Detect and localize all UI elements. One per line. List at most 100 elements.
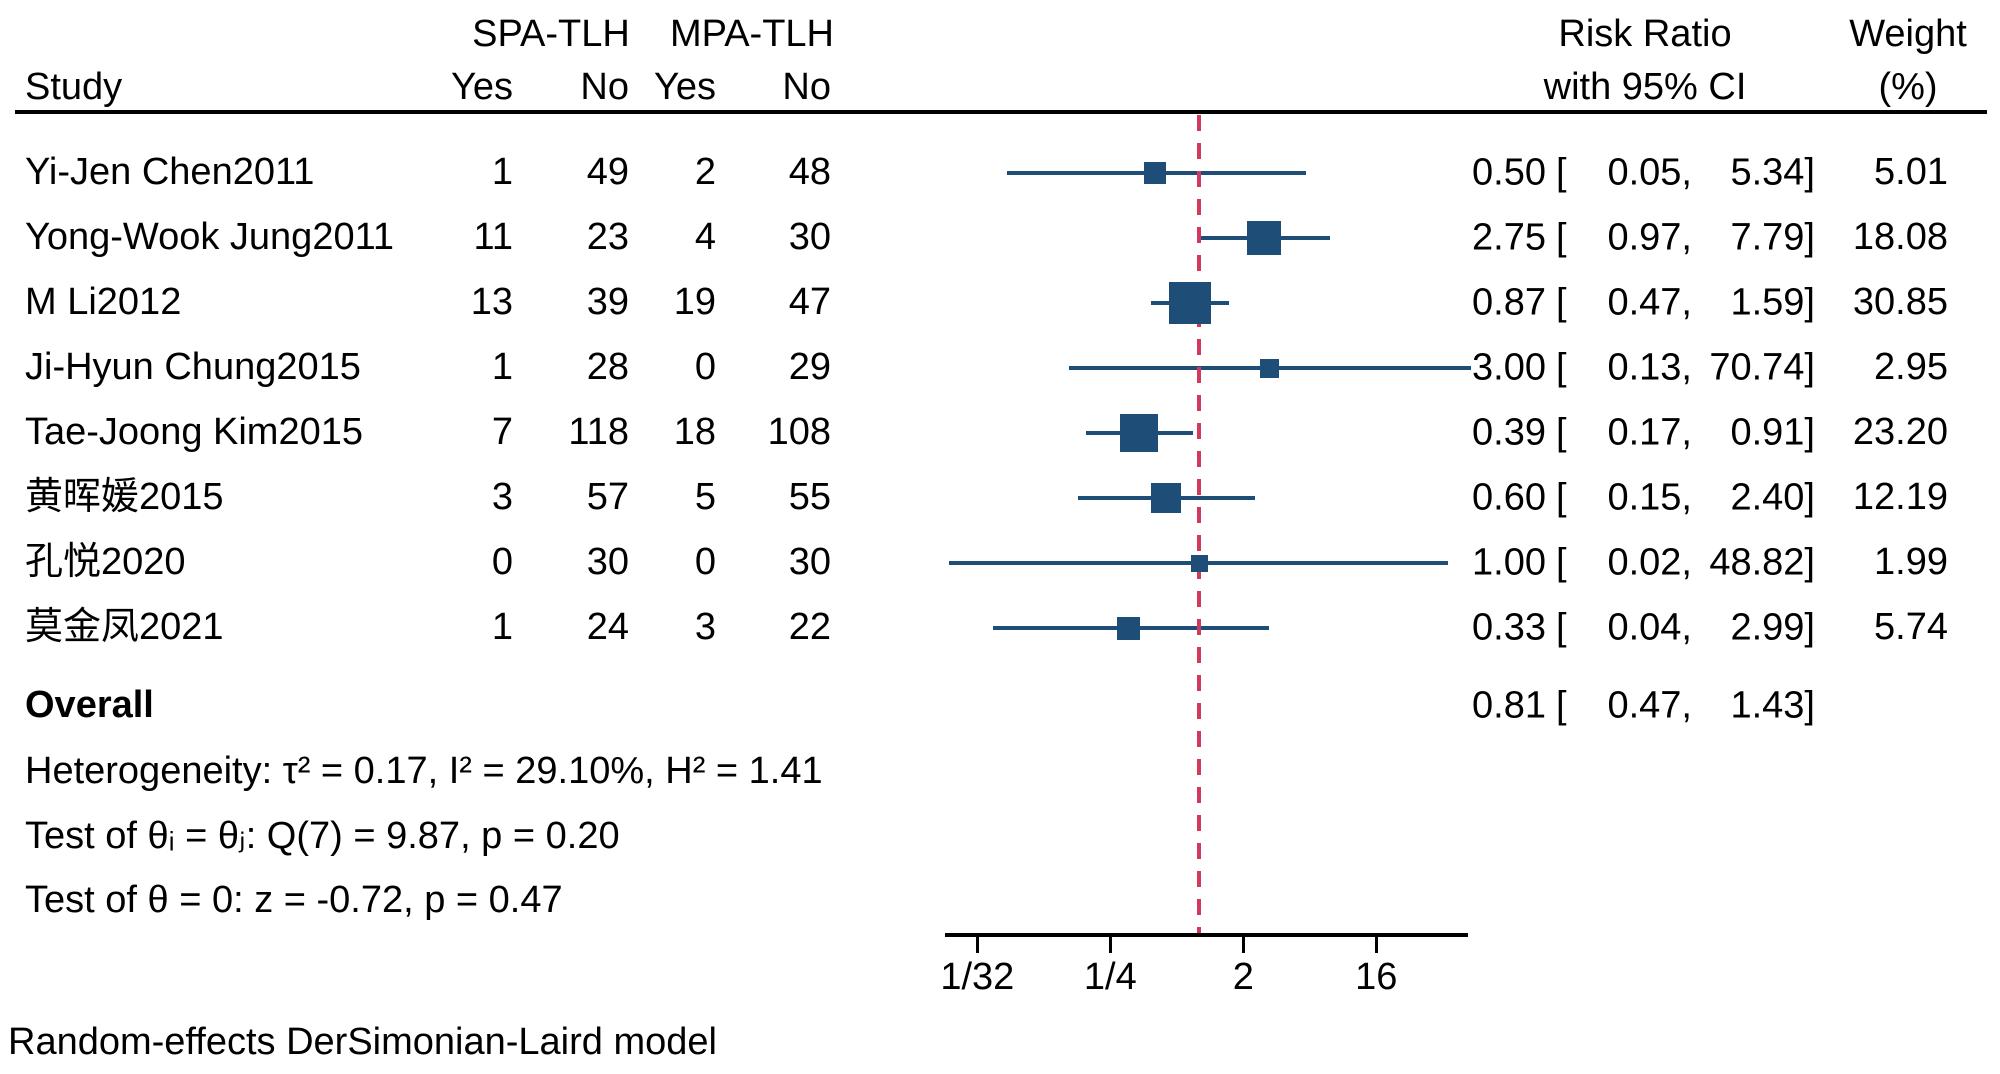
x-axis-tick-label: 1/32 [940,956,1015,999]
effect-estimate: 2.75 [1472,216,1546,259]
count-cell: 3 [491,476,513,519]
ci-open-bracket: [ [1556,281,1567,324]
effect-square [1119,414,1158,452]
header-divider [15,110,1987,114]
ci-upper: 1.59] [1730,281,1815,324]
ci-upper: 2.40] [1730,476,1815,519]
null-reference-line [1197,115,1201,935]
effect-square [1143,162,1166,184]
study-name: 莫金凤2021 [25,606,224,649]
x-axis-tick [1374,935,1378,953]
ci-lower: 0.13, [1607,346,1692,389]
column-header-study: Study [25,66,123,109]
column-header-mpa-no: No [782,66,831,109]
column-header-mpa-yes: Yes [654,66,716,109]
study-name: Yong-Wook Jung2011 [25,216,395,259]
ci-lower: 0.97, [1607,216,1692,259]
ci-open-bracket: [ [1556,346,1567,389]
count-cell: 1 [491,151,513,194]
effect-estimate: 0.33 [1472,606,1546,649]
count-cell: 57 [586,476,629,519]
count-cell: 55 [788,476,831,519]
overall-diamond [1150,683,1222,729]
effect-square [1259,358,1279,378]
weight-cell: 2.95 [1874,346,1948,389]
ci-lower: 0.17, [1607,411,1692,454]
ci-text: 0.50[0.05, 5.34] [1458,152,1815,195]
weight-cell: 5.01 [1874,151,1948,194]
effect-estimate: 0.60 [1472,476,1546,519]
test-theta-ij: Test of θᵢ = θⱼ: Q(7) = 9.87, p = 0.20 [25,815,620,858]
effect-square [1116,616,1140,640]
weight-cell: 30.85 [1852,281,1948,324]
weight-cell: 5.74 [1874,606,1948,649]
count-cell: 39 [586,281,629,324]
count-cell: 23 [586,216,629,259]
count-cell: 29 [788,346,831,389]
ci-open-bracket: [ [1556,411,1567,454]
ci-text: 0.39[0.17, 0.91] [1458,412,1815,455]
count-cell: 13 [470,281,513,324]
count-cell: 1 [491,346,513,389]
ci-open-bracket: [ [1556,151,1567,194]
count-cell: 0 [694,346,716,389]
count-cell: 1 [491,606,513,649]
ci-upper: 0.91] [1730,411,1815,454]
effect-square [1246,221,1281,255]
count-cell: 0 [694,541,716,584]
ci-upper: 1.43] [1730,684,1815,727]
ci-open-bracket: [ [1556,216,1567,259]
ci-lower: 0.15, [1607,476,1692,519]
ci-text: 0.87[0.47, 1.59] [1458,282,1815,325]
model-note: Random-effects DerSimonian-Laird model [8,1021,717,1064]
count-cell: 47 [788,281,831,324]
ci-upper: 48.82] [1709,541,1815,584]
ci-open-bracket: [ [1556,476,1567,519]
count-cell: 30 [788,541,831,584]
ci-upper: 2.99] [1730,606,1815,649]
ci-lower: 0.05, [1607,151,1692,194]
count-cell: 118 [568,411,629,454]
ci-open-bracket: [ [1556,606,1567,649]
weight-cell: 18.08 [1852,216,1948,259]
ci-open-bracket: [ [1556,541,1567,584]
ci-upper: 7.79] [1730,216,1815,259]
x-axis-tick [1108,935,1112,953]
effect-estimate: 0.81 [1472,684,1546,727]
overall-ci-text: 0.81[0.47, 1.43] [1458,685,1815,728]
x-axis-tick [1241,935,1245,953]
count-cell: 30 [788,216,831,259]
weight-cell: 1.99 [1874,541,1948,584]
effect-estimate: 0.87 [1472,281,1546,324]
test-theta-zero: Test of θ = 0: z = -0.72, p = 0.47 [25,879,563,922]
ci-upper: 5.34] [1730,151,1815,194]
effect-estimate: 3.00 [1472,346,1546,389]
count-cell: 22 [788,606,831,649]
column-header-spa-yes: Yes [451,66,513,109]
count-cell: 11 [473,216,513,259]
ci-text: 3.00[0.13, 70.74] [1458,347,1815,390]
count-cell: 19 [673,281,716,324]
study-name: Ji-Hyun Chung2015 [25,346,361,389]
x-axis-line [945,933,1468,937]
study-name: 黄晖媛2015 [25,476,224,519]
x-axis-tick-label: 16 [1355,956,1398,999]
weight-header-line2: (%) [1878,66,1938,109]
effect-header-line1: Risk Ratio [1558,13,1732,56]
effect-estimate: 1.00 [1472,541,1546,584]
count-cell: 18 [673,411,716,454]
effect-square [1169,282,1212,324]
effect-square [1190,554,1208,572]
effect-estimate: 0.50 [1472,151,1546,194]
ci-upper: 70.74] [1709,346,1815,389]
weight-cell: 12.19 [1852,476,1948,519]
effect-square [1151,483,1182,513]
group-header-mpa-tlh: MPA-TLH [670,13,834,56]
count-cell: 5 [694,476,716,519]
ci-text: 0.33[0.04, 2.99] [1458,607,1815,650]
study-name: 孔悦2020 [25,541,186,584]
ci-open-bracket: [ [1556,684,1567,727]
count-cell: 48 [788,151,831,194]
count-cell: 28 [586,346,629,389]
effect-header-line2: with 95% CI [1543,66,1747,109]
